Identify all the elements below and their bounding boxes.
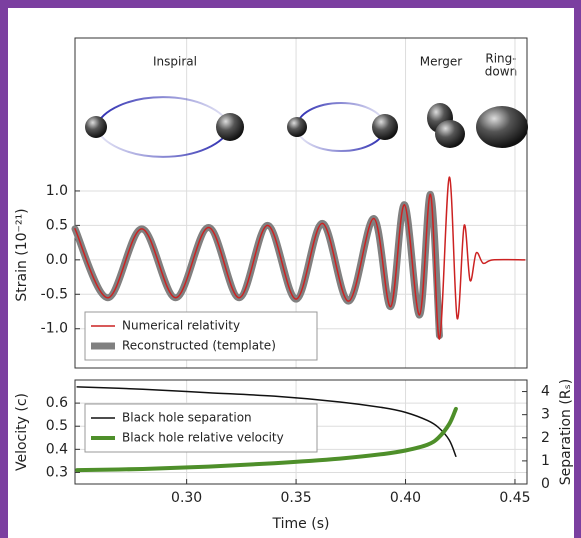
legend-label: Black hole separation <box>122 411 252 425</box>
x-tick-label: 0.35 <box>280 490 311 506</box>
legend-label: Reconstructed (template) <box>122 339 276 353</box>
y2-tick-label: 0 <box>541 476 550 492</box>
x-tick-label: 0.30 <box>171 490 202 506</box>
y-tick-label: 0.6 <box>46 395 68 411</box>
y-tick-label: 0.3 <box>46 464 68 480</box>
legend-label: Numerical relativity <box>122 319 240 333</box>
y-axis-label: Velocity (c) <box>14 393 30 471</box>
line <box>76 386 457 458</box>
annotation: Merger <box>420 55 462 69</box>
legend-box <box>84 311 318 361</box>
annotation: down <box>485 65 517 79</box>
y2-tick-label: 4 <box>541 384 550 400</box>
line <box>75 406 458 473</box>
y-tick-label: -0.5 <box>41 286 68 302</box>
legend-label: Black hole relative velocity <box>122 431 284 445</box>
annotation: Inspiral <box>153 55 197 69</box>
y2-tick-label: 3 <box>541 407 550 423</box>
y-tick-label: 0.4 <box>46 441 68 457</box>
y-tick-label: 0.5 <box>46 217 68 233</box>
y2-tick-label: 1 <box>541 453 550 469</box>
y-axis-label: Strain (10⁻²¹) <box>14 208 30 301</box>
y-tick-label: 0.0 <box>46 252 68 268</box>
plot-frame <box>74 37 528 369</box>
legend-box <box>84 403 318 453</box>
y-tick-label: 1.0 <box>46 183 68 199</box>
illustration <box>85 96 528 158</box>
annotation: Ring- <box>485 52 516 66</box>
y-tick-label: -1.0 <box>41 321 68 337</box>
y2-axis-label: Separation (Rₛ) <box>558 379 574 485</box>
y-tick-label: 0.5 <box>46 418 68 434</box>
y2-tick-label: 2 <box>541 430 550 446</box>
line <box>74 176 526 340</box>
plot-frame <box>74 379 528 485</box>
x-tick-label: 0.45 <box>499 490 530 506</box>
x-axis-label: Time (s) <box>272 516 330 532</box>
x-tick-label: 0.40 <box>390 490 421 506</box>
